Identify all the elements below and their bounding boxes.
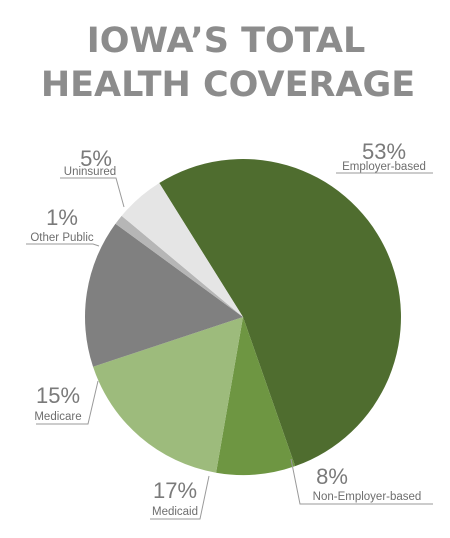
category-label-medicaid: Medicaid [152, 506, 198, 518]
leader-line-medicaid [150, 475, 210, 520]
leader-line-medicare [36, 380, 99, 425]
percent-label-medicaid: 17% [153, 478, 197, 503]
pie-slices [85, 159, 401, 476]
category-label-non-employer-based: Non-Employer-based [313, 491, 422, 503]
slice-medicare [85, 223, 243, 367]
slice-other-public [115, 215, 243, 317]
slice-callouts: 53%Employer-based 8% Non-Employer-based 17%… [26, 139, 433, 520]
slice-uninsured [121, 183, 243, 317]
category-label-medicare: Medicare [34, 411, 81, 423]
slice-employer-based [159, 159, 401, 467]
percent-label-employer-based: 53% [362, 139, 406, 164]
category-label-other-public: Other Public [30, 232, 94, 244]
leader-line-other-public [26, 243, 100, 247]
chart-title-line-2: HEALTH COVERAGE [41, 65, 415, 105]
percent-label-uninsured: 5% [80, 146, 112, 171]
slice-non-employer-based [216, 317, 296, 476]
percent-label-other-public: 1% [46, 205, 78, 230]
percent-label-medicare: 15% [36, 383, 80, 408]
category-label-employer-based: Employer-based [342, 161, 426, 173]
percent-label-non-employer-based: 8% [316, 464, 348, 489]
leader-line-uninsured [60, 177, 125, 208]
slice-medicaid [93, 317, 243, 473]
chart-title-line-1: IOWA’S TOTAL [87, 21, 366, 61]
category-label-uninsured: Uninsured [64, 166, 116, 178]
leader-line-non-employer-based [290, 458, 433, 505]
